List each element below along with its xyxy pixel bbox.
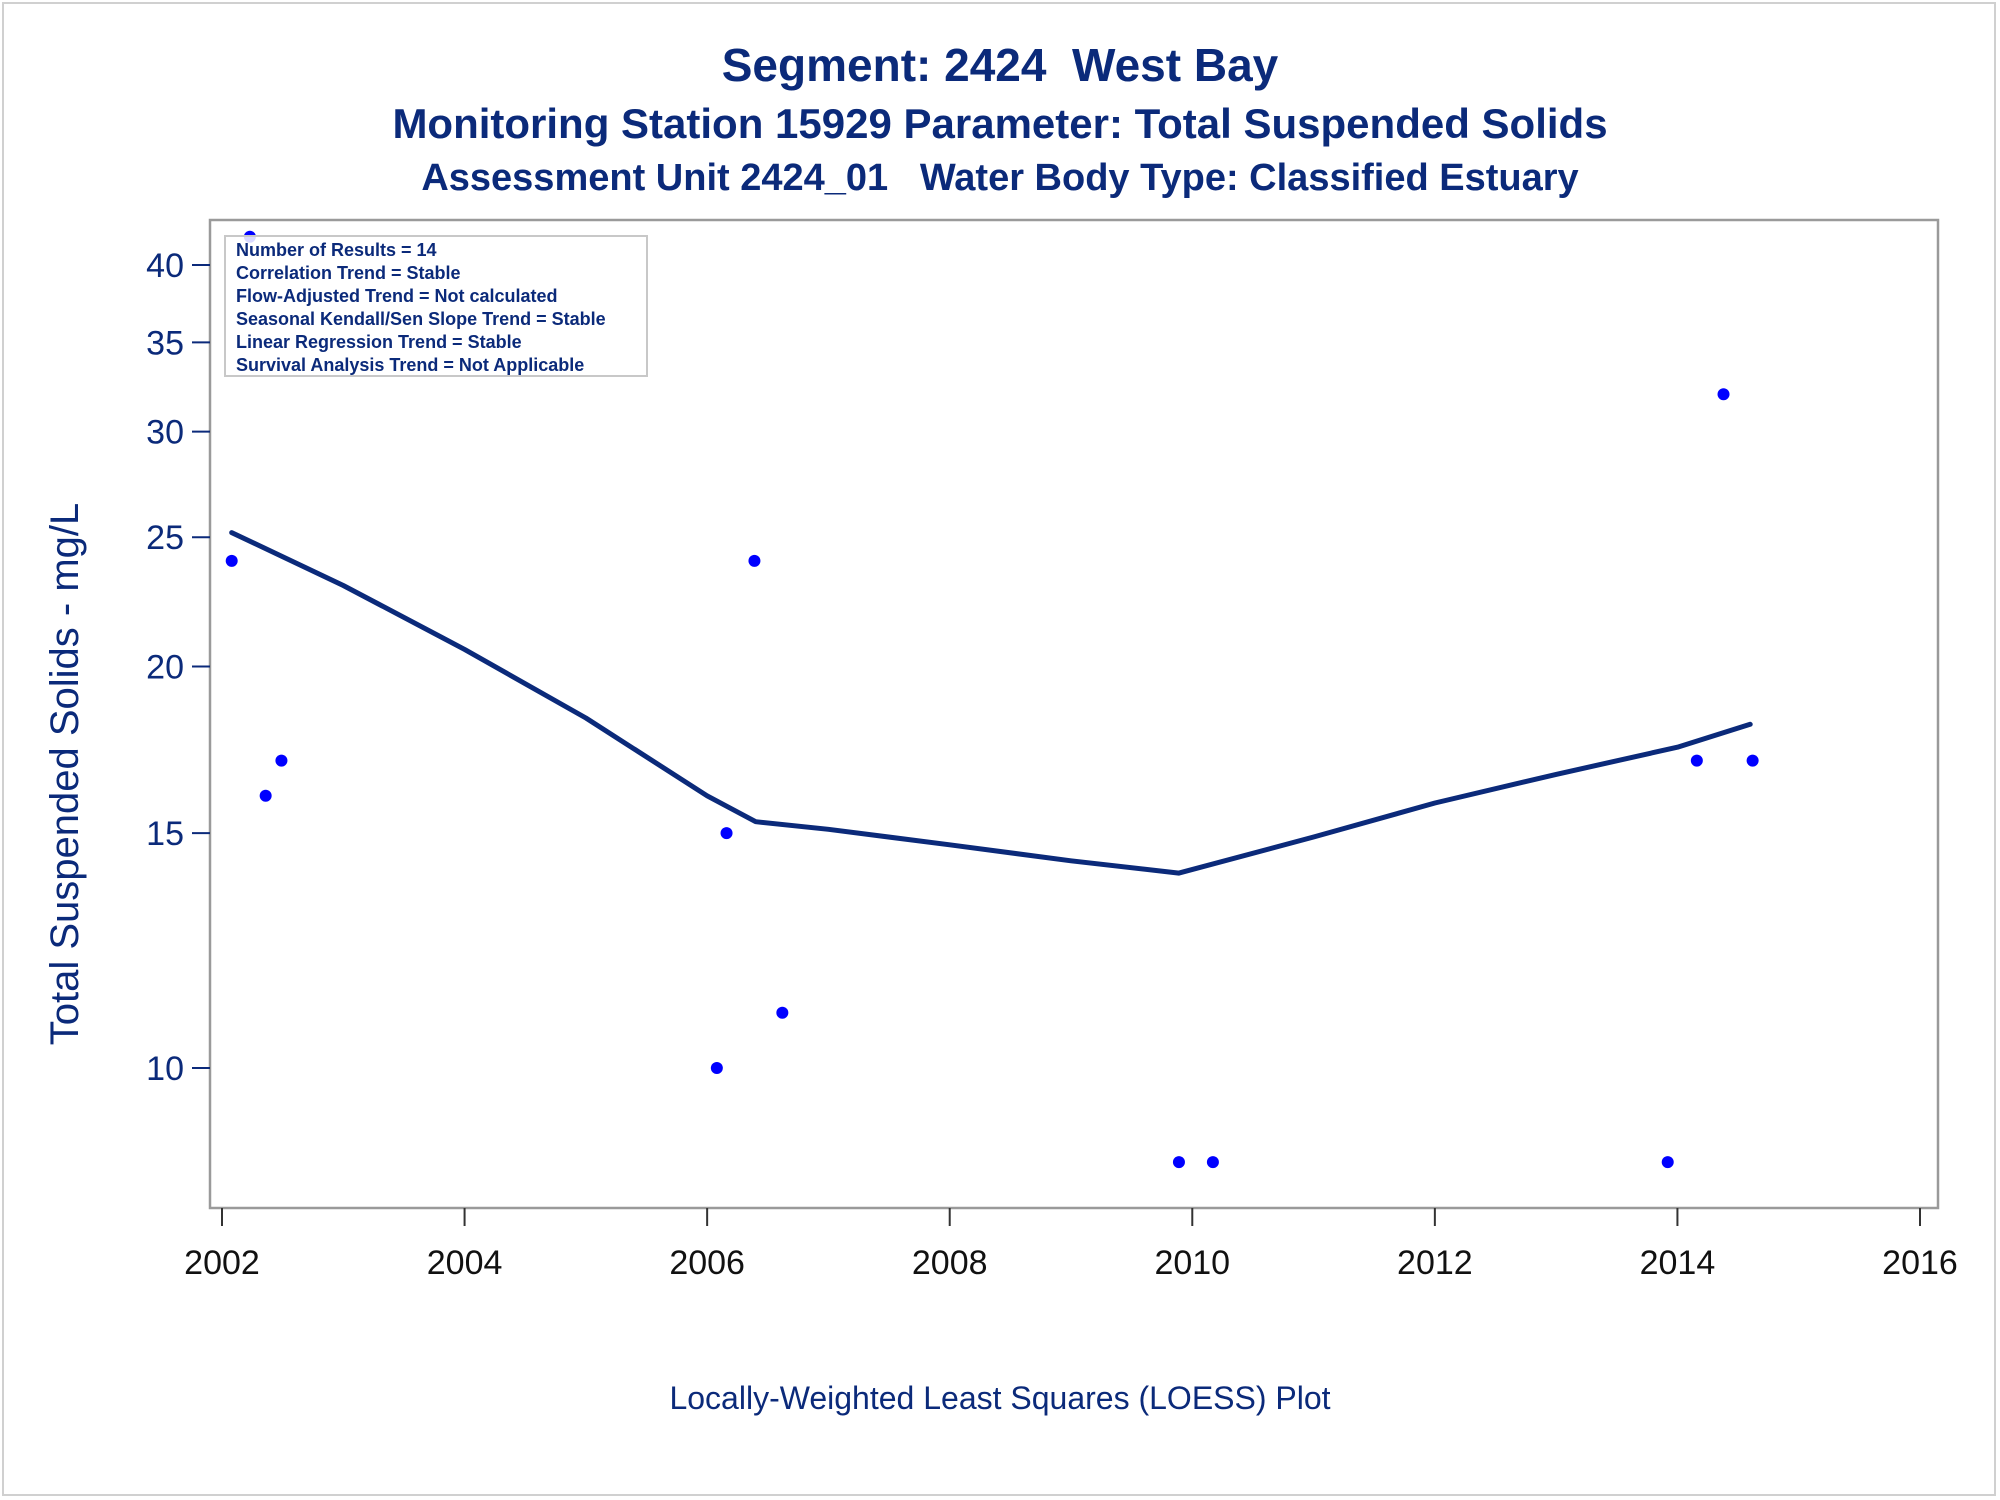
data-point — [720, 827, 733, 840]
data-point — [776, 1006, 789, 1019]
data-point — [1746, 754, 1759, 767]
y-tick-label: 20 — [146, 649, 184, 687]
annotation-line: Survival Analysis Trend = Not Applicable — [236, 355, 584, 375]
chart-subtitle-1: Monitoring Station 15929 Parameter: Tota… — [392, 100, 1608, 147]
x-tick-label: 2004 — [427, 1244, 503, 1282]
data-point — [259, 789, 272, 802]
y-tick-label: 35 — [146, 324, 184, 362]
data-point — [1206, 1156, 1219, 1169]
data-point — [1717, 388, 1730, 401]
data-point — [225, 554, 238, 567]
x-tick-label: 2012 — [1397, 1244, 1473, 1282]
loess-line — [229, 530, 1753, 876]
plot-area-frame — [208, 218, 1940, 1210]
x-tick-label: 2010 — [1154, 1244, 1230, 1282]
x-tick-label: 2008 — [912, 1244, 988, 1282]
data-point — [275, 754, 288, 767]
annotation-line: Correlation Trend = Stable — [236, 263, 461, 283]
data-point — [710, 1062, 723, 1074]
annotation-box — [224, 235, 648, 377]
chart-title: Segment: 2424 West Bay — [721, 39, 1279, 91]
annotation-line: Number of Results = 14 — [236, 240, 437, 260]
y-axis-label: Total Suspended Solids - mg/L — [43, 503, 87, 1046]
y-tick-label: 10 — [146, 1050, 184, 1088]
annotation-line: Linear Regression Trend = Stable — [236, 332, 522, 352]
x-tick-label: 2014 — [1640, 1244, 1716, 1282]
x-tick-label: 2006 — [669, 1244, 745, 1282]
annotation-line: Flow-Adjusted Trend = Not calculated — [236, 286, 558, 306]
x-axis-caption: Locally-Weighted Least Squares (LOESS) P… — [669, 1380, 1331, 1416]
y-tick-label: 40 — [146, 247, 184, 285]
annotation-line: Seasonal Kendall/Sen Slope Trend = Stabl… — [236, 309, 606, 329]
data-point — [748, 554, 761, 567]
y-tick-label: 25 — [146, 519, 184, 557]
x-tick-label: 2002 — [184, 1244, 260, 1282]
y-tick-label: 15 — [146, 815, 184, 853]
x-tick-label: 2016 — [1882, 1244, 1958, 1282]
y-tick-label: 30 — [146, 414, 184, 452]
data-point — [1661, 1156, 1674, 1169]
data-point — [1690, 754, 1703, 767]
data-point — [1172, 1156, 1185, 1169]
chart-subtitle-2: Assessment Unit 2424_01 Water Body Type:… — [421, 157, 1579, 199]
